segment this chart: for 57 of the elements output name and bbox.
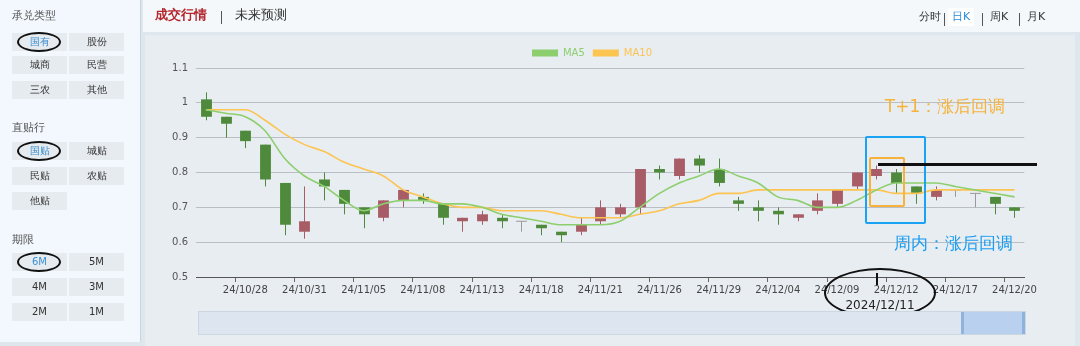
x-tick-label: 24/10/28 bbox=[222, 283, 268, 295]
text: 未来预测 bbox=[234, 6, 288, 24]
legend-label: MA10 bbox=[623, 46, 653, 58]
text: 农贴 bbox=[69, 167, 124, 185]
text: 4M bbox=[12, 278, 67, 296]
text: 6M bbox=[12, 253, 67, 271]
text: 日K bbox=[948, 8, 975, 26]
y-tick-label: 0.6 bbox=[172, 235, 188, 247]
x-tick-label: 24/11/26 bbox=[637, 283, 682, 295]
text: 国有 bbox=[12, 33, 67, 51]
legend-label: MA5 bbox=[562, 46, 585, 58]
text: 其他 bbox=[69, 81, 124, 99]
y-tick-label: 1 bbox=[181, 96, 188, 108]
x-tick-label: 24/11/08 bbox=[400, 283, 446, 295]
text: 城贴 bbox=[69, 142, 124, 160]
text: 他贴 bbox=[12, 192, 67, 210]
x-tick-label: 24/11/21 bbox=[577, 283, 623, 295]
text: 月K bbox=[1026, 9, 1047, 25]
text: 2024/12/11 bbox=[844, 298, 916, 312]
x-tick-label: 24/12/20 bbox=[992, 283, 1037, 295]
text: 三农 bbox=[12, 81, 67, 99]
candlestick bbox=[201, 91, 212, 121]
x-tick-label: 24/11/29 bbox=[696, 283, 742, 295]
text: 3M bbox=[69, 278, 124, 296]
text: 1M bbox=[69, 303, 124, 321]
y-tick-label: 0.7 bbox=[172, 200, 188, 212]
text: 成交行情 bbox=[154, 6, 208, 24]
candlestick bbox=[515, 220, 528, 233]
text: 分时 bbox=[918, 9, 942, 25]
y-tick-label: 0.5 bbox=[172, 270, 188, 282]
text: 2M bbox=[12, 303, 67, 321]
x-tick-label: 24/11/13 bbox=[459, 283, 505, 295]
candlestick bbox=[753, 199, 764, 222]
y-tick-label: 0.9 bbox=[172, 131, 188, 143]
x-tick-label: 24/12/12 bbox=[873, 283, 919, 295]
text: 直贴行 bbox=[12, 120, 45, 135]
text: 期限 bbox=[12, 232, 34, 247]
text: 承兑类型 bbox=[12, 8, 56, 23]
text: 股份 bbox=[69, 33, 124, 51]
text: 民营 bbox=[69, 56, 124, 74]
text: 城商 bbox=[12, 56, 67, 74]
x-tick-label: 24/10/31 bbox=[282, 283, 327, 295]
x-tick-label: 24/11/18 bbox=[518, 283, 564, 295]
annotation: 周内：涨后回调 bbox=[892, 232, 1014, 255]
candlestick bbox=[299, 185, 310, 240]
candlestick bbox=[714, 158, 725, 187]
x-tick-label: 24/11/05 bbox=[341, 283, 387, 295]
text: 周K bbox=[989, 9, 1010, 25]
text: 5M bbox=[69, 253, 124, 271]
candlestick bbox=[319, 172, 330, 201]
y-tick-label: 0.8 bbox=[172, 166, 188, 178]
text: 民贴 bbox=[12, 167, 67, 185]
text: 国贴 bbox=[12, 142, 67, 160]
x-tick-label: 24/12/04 bbox=[755, 283, 801, 295]
annotation: T+1：涨后回调 bbox=[883, 95, 1007, 118]
y-tick-label: 1.1 bbox=[172, 61, 188, 73]
candlestick bbox=[969, 192, 982, 208]
